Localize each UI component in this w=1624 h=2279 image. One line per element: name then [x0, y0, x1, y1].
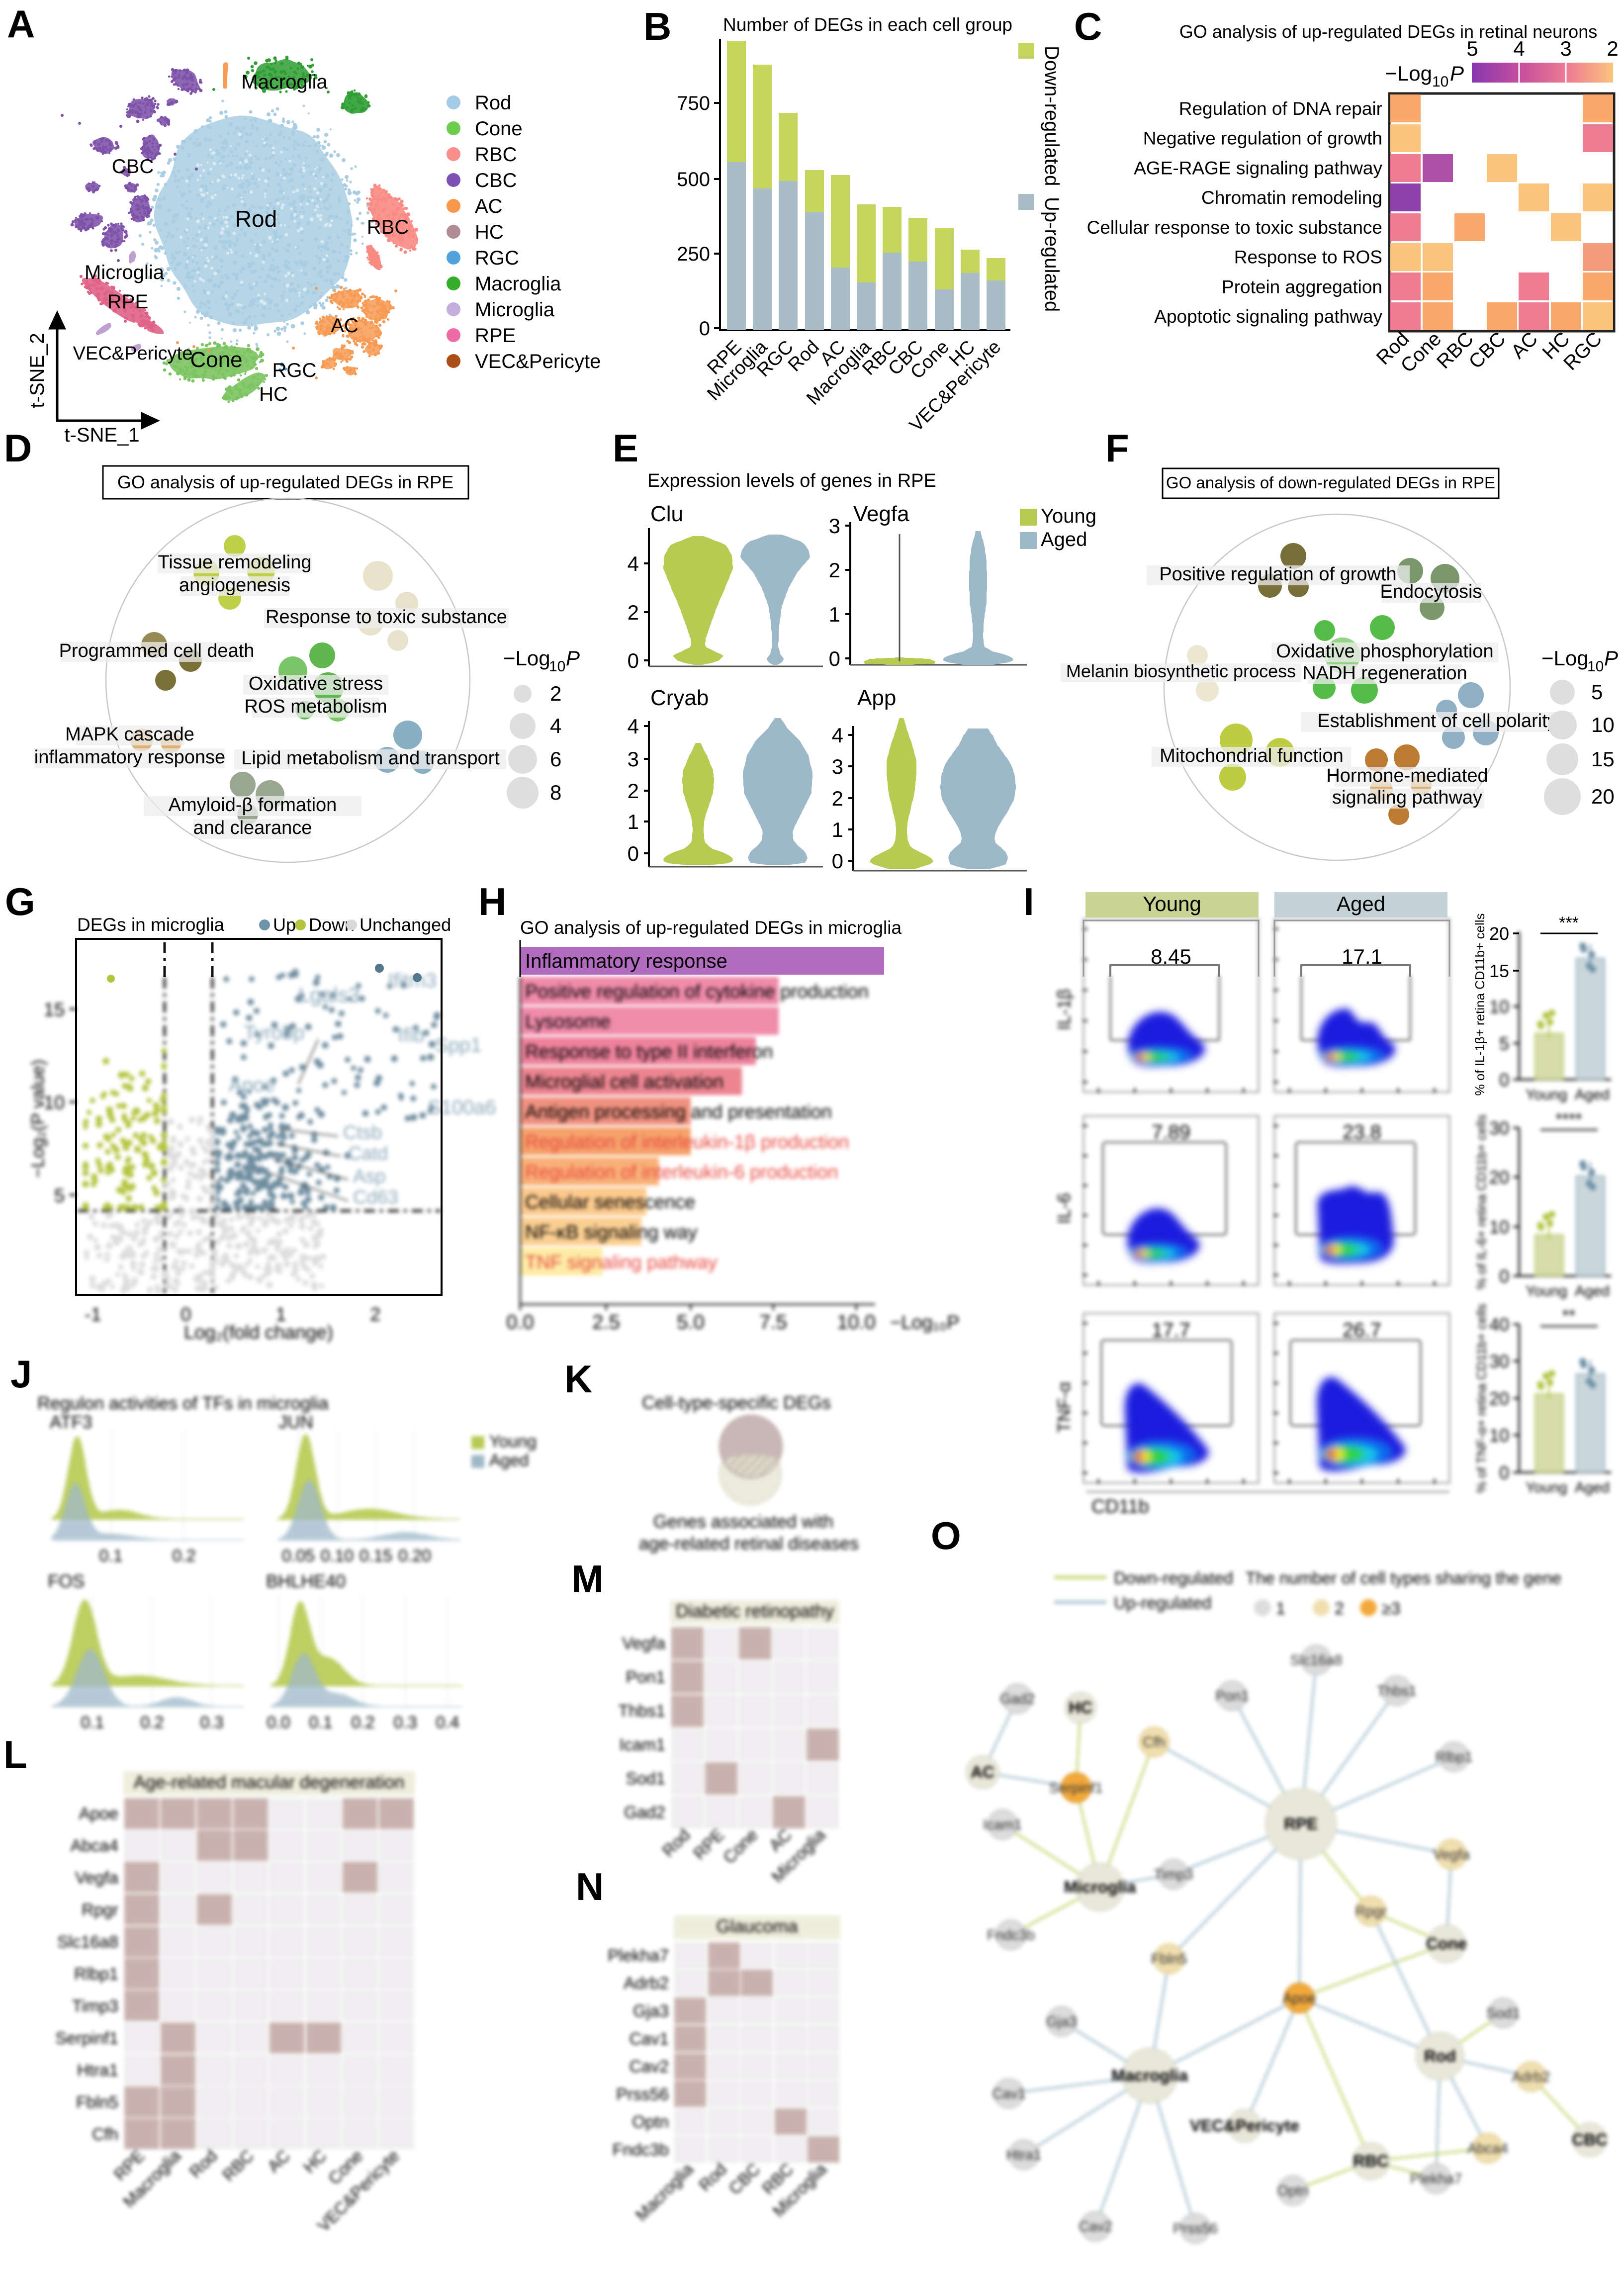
svg-text:I: I	[1023, 880, 1034, 923]
svg-text:O: O	[931, 1514, 961, 1557]
svg-text:J: J	[10, 1352, 32, 1396]
svg-text:A: A	[7, 2, 35, 46]
svg-text:Aged: Aged	[1337, 892, 1385, 915]
svg-text:M: M	[571, 1557, 604, 1601]
svg-text:N: N	[576, 1865, 604, 1909]
svg-text:K: K	[564, 1357, 592, 1401]
svg-text:15: 15	[1489, 961, 1509, 981]
svg-text:GO analysis of up-regulated DE: GO analysis of up-regulated DEGs in micr…	[520, 917, 902, 938]
svg-text:Unchanged: Unchanged	[360, 914, 451, 935]
svg-text:G: G	[5, 880, 35, 923]
svg-text:Young: Young	[1143, 892, 1201, 915]
svg-text:Inflammatory response: Inflammatory response	[525, 950, 727, 972]
svg-text:DEGs in microglia: DEGs in microglia	[77, 914, 224, 935]
svg-text:20: 20	[1489, 923, 1509, 944]
svg-text:L: L	[3, 1732, 27, 1776]
svg-text:% of IL-1β+ retina CD11b+ cell: % of IL-1β+ retina CD11b+ cells	[1472, 913, 1487, 1095]
svg-text:***: ***	[1559, 913, 1579, 932]
svg-text:H: H	[478, 880, 506, 923]
svg-text:Up: Up	[273, 914, 296, 935]
